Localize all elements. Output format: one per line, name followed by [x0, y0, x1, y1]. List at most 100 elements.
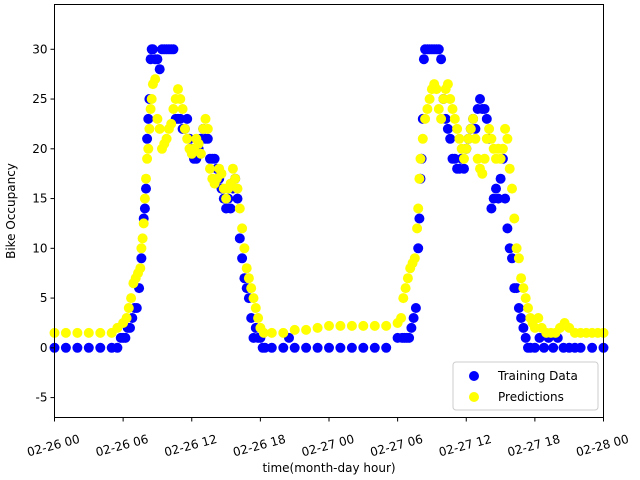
prediction-point — [516, 273, 527, 284]
training-data-point — [369, 342, 380, 353]
training-data-point — [312, 342, 323, 353]
prediction-point — [289, 324, 300, 335]
prediction-point — [459, 153, 469, 164]
training-data-point — [445, 133, 456, 144]
training-data-point — [83, 342, 94, 353]
prediction-point — [369, 320, 380, 331]
training-data-point — [502, 223, 513, 234]
x-tick-label: 02-27 06 — [369, 432, 425, 459]
x-tick-label: 02-26 12 — [163, 432, 219, 459]
training-data-point — [154, 64, 165, 75]
prediction-point — [243, 273, 254, 284]
plot-frame — [54, 4, 604, 418]
prediction-point — [150, 74, 161, 85]
prediction-point — [205, 163, 215, 174]
prediction-point — [422, 104, 433, 114]
prediction-point — [227, 163, 238, 174]
training-data-point — [209, 153, 220, 164]
prediction-point — [442, 79, 453, 90]
x-tick-label: 02-26 06 — [94, 432, 150, 459]
prediction-point — [193, 138, 204, 149]
training-data-point — [182, 113, 193, 124]
training-data-point — [301, 342, 312, 353]
training-data-point — [433, 44, 444, 55]
training-data-point — [516, 313, 527, 323]
prediction-point — [420, 113, 431, 124]
training-data-point — [513, 303, 524, 313]
prediction-point — [142, 153, 153, 164]
prediction-point — [463, 133, 474, 144]
x-axis: 02-26 00 02-26 06 02-26 12 02-26 18 02-27 00… — [26, 417, 631, 459]
training-data-point — [72, 342, 83, 353]
prediction-point — [449, 113, 460, 124]
training-data-point — [406, 322, 417, 333]
prediction-point — [461, 143, 472, 154]
training-data-point — [139, 203, 150, 214]
prediction-point — [477, 168, 488, 179]
prediction-point — [60, 327, 71, 338]
prediction-point — [195, 148, 206, 159]
x-tick-label: 02-28 00 — [575, 432, 631, 459]
training-data-point — [481, 113, 492, 124]
training-data-point — [418, 54, 429, 65]
training-data-point — [408, 313, 419, 323]
training-data-point — [449, 153, 460, 164]
prediction-point — [144, 123, 155, 134]
prediction-point — [301, 324, 312, 335]
training-data-point — [237, 253, 248, 264]
prediction-point — [221, 193, 232, 204]
training-data-point — [518, 322, 529, 333]
training-data-point — [112, 342, 123, 353]
y-tick-label: 30 — [32, 42, 47, 56]
prediction-point — [479, 153, 490, 164]
prediction-point — [507, 183, 517, 194]
prediction-point — [454, 133, 465, 144]
prediction-point — [472, 153, 483, 164]
prediction-point — [424, 94, 435, 104]
training-data-point — [266, 342, 277, 353]
prediction-point — [182, 133, 193, 144]
prediction-point — [232, 183, 243, 194]
x-tick-label: 02-27 12 — [437, 432, 493, 459]
prediction-point — [241, 263, 252, 274]
y-tick-label: 15 — [32, 192, 47, 206]
prediction-point — [465, 123, 476, 134]
training-data-point — [202, 133, 213, 144]
points-layer — [49, 44, 609, 353]
training-data-point — [125, 322, 135, 333]
y-tick-label: 5 — [40, 291, 48, 305]
prediction-point — [83, 327, 94, 338]
training-data-point — [225, 203, 236, 214]
prediction-point — [396, 313, 407, 323]
training-data-point — [495, 173, 506, 184]
prediction-point — [497, 143, 508, 154]
training-data-point — [548, 342, 559, 353]
x-tick-label: 02-26 00 — [26, 432, 82, 459]
training-data-point — [168, 44, 179, 55]
prediction-point — [253, 313, 264, 323]
training-data-point — [234, 233, 245, 244]
training-data-point — [587, 342, 598, 353]
legend-box — [452, 361, 599, 411]
prediction-point — [511, 243, 522, 254]
prediction-point — [179, 123, 190, 134]
prediction-point — [452, 123, 463, 134]
prediction-point — [173, 84, 183, 95]
training-data-point — [232, 193, 243, 204]
y-tick-label: 25 — [32, 92, 47, 106]
prediction-point — [72, 327, 83, 338]
prediction-point — [278, 327, 289, 338]
prediction-point — [417, 133, 428, 144]
prediction-point — [138, 218, 149, 229]
prediction-point — [402, 273, 413, 284]
prediction-point — [500, 123, 511, 134]
training-data-point — [520, 332, 531, 343]
prediction-point — [436, 113, 447, 124]
training-data-point — [175, 113, 186, 124]
training-data-point — [479, 104, 490, 114]
prediction-point — [237, 223, 248, 234]
prediction-point — [533, 313, 544, 323]
prediction-point — [141, 173, 151, 184]
training-data-point — [358, 342, 369, 353]
